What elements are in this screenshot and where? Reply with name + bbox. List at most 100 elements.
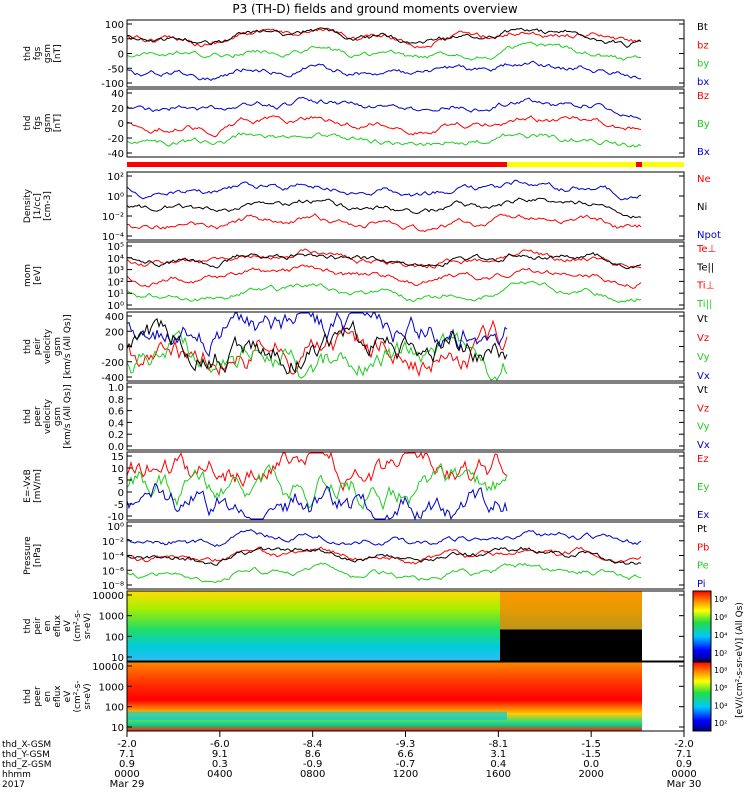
x-tick-label: 6.6 [398, 749, 414, 760]
panel-frame [126, 171, 685, 241]
trace-ni [126, 197, 642, 219]
y-tick-label: 400 [105, 312, 124, 323]
legend-te: Te|| [696, 262, 714, 273]
x-tick-label: -2.0 [674, 739, 694, 750]
panel-frame [126, 590, 685, 662]
legend-ti: Ti⊥ [696, 281, 714, 292]
trace-vz [126, 319, 508, 378]
y-tick-label: 0 [118, 488, 124, 499]
y-tick-label: 5 [118, 476, 124, 487]
legend-pb: Pb [697, 542, 709, 553]
legend-pi: Pi [697, 579, 706, 590]
y-axis-label: peir [33, 617, 43, 635]
y-axis-label: [cm-3] [43, 191, 53, 221]
panel-peer-vel: 1.00.80.60.40.20.0 thd peer velocity gsm [km/… [23, 382, 710, 453]
y-axis-label: thd [23, 116, 33, 131]
y-tick-label: 0 [118, 119, 124, 130]
y-tick-label: 10⁻⁸ [102, 581, 124, 592]
y-tick-label: -5 [114, 500, 124, 511]
date-end-label: Mar 30 [667, 779, 702, 790]
colorbar-tick-label: 10⁸ [714, 595, 727, 604]
y-tick-label: -100 [101, 79, 124, 90]
panel-peir-vel: 400 200 0 -200 -400 thd peir velocity gsm [km/s (… [23, 311, 710, 384]
panel-frame [126, 19, 685, 88]
trace-pe [126, 562, 642, 584]
y-axis-label: (cm²-s- [73, 680, 83, 712]
y-axis-label: [mV/m] [33, 469, 43, 503]
x-tick-label: 7.1 [676, 749, 692, 760]
spectrogram-fill-gap [500, 629, 642, 661]
y-axis-label: gsm [53, 407, 63, 426]
legend-vt: Vt [697, 314, 708, 325]
y-axis-label: peer [33, 686, 43, 707]
trace-ti [126, 280, 642, 303]
y-axis-label: [nT] [53, 114, 63, 132]
panel-fgs: 100 50 0 -50 -100 thd fgs gsm [nT] Bt bz by bx [23, 19, 709, 90]
y-tick-label: 10 [111, 653, 124, 664]
y-tick-label: 10⁻⁴ [102, 232, 124, 243]
y-tick-label: 10⁵ [107, 242, 124, 253]
x-tick-label: 1600 [486, 769, 511, 780]
x-tick-label: 7.1 [119, 749, 135, 760]
y-axis-label: (cm²-s- [73, 610, 83, 642]
y-tick-label: -20 [108, 134, 124, 145]
legend-ez: Ez [697, 454, 709, 465]
x-tick-label: 1200 [393, 769, 418, 780]
x-tick-label: -8.4 [303, 739, 323, 750]
panel-fgs-detail: 40 20 0 -20 -40 thd fgs gsm [nT] Bz By Bx [23, 88, 710, 160]
y-axis-label: gsm [43, 44, 53, 63]
x-tick-label: 0.9 [676, 759, 692, 770]
colorbar [692, 661, 712, 732]
y-tick-label: -200 [101, 358, 124, 369]
legend-bx: Bx [697, 147, 710, 158]
y-axis-label: sr-eV) [83, 683, 93, 709]
panel-frame [126, 451, 685, 521]
panel-frame [126, 241, 685, 310]
y-axis-label: fgs [33, 46, 43, 60]
panel-peir-spec: 10000 1000 100 10 thd peir en eflux eV (cm²-s-sr-… [23, 590, 727, 664]
y-axis-label: gsm [43, 113, 53, 132]
trace-vx [126, 311, 508, 358]
y-tick-label: 10⁻² [102, 537, 124, 548]
x-tick-label: -9.3 [396, 739, 416, 750]
x-tick-label: 0400 [207, 769, 232, 780]
trace-bx [126, 96, 642, 120]
trace-bz [126, 27, 641, 49]
x-row-label: hhmm [2, 770, 31, 780]
x-tick-label: -0.9 [303, 759, 323, 770]
spectrogram-high-region [500, 591, 642, 630]
y-tick-label: 0.6 [108, 407, 124, 418]
y-tick-label: 100 [105, 20, 124, 31]
y-axis-label: [km/s (All Qs)] [63, 314, 73, 378]
y-tick-label: 10 [111, 723, 124, 734]
trace-ey [126, 462, 508, 511]
y-tick-label: 0 [118, 50, 124, 61]
x-tick-label: -1.5 [581, 749, 601, 760]
x-tick-label: 0.0 [583, 759, 599, 770]
legend-pe: Pe [697, 561, 709, 572]
trace-by [126, 41, 641, 61]
y-tick-label: 10² [107, 172, 124, 183]
colorbar-tick-label: 10⁶ [714, 684, 727, 693]
x-tick-label: 8.6 [305, 749, 321, 760]
y-tick-label: 10⁰ [107, 522, 124, 533]
colorbar-tick-label: 10⁸ [714, 666, 727, 675]
trace-pt [126, 546, 642, 566]
spectrogram-low-band [127, 711, 507, 720]
chart-title: P3 (TH-D) fields and ground moments over… [232, 2, 517, 16]
x-tick-label: -2.0 [117, 739, 137, 750]
y-axis-label: [km/s (All Qs)] [63, 384, 73, 448]
y-axis-label: gsm [53, 337, 63, 356]
x-tick-label: 3.1 [490, 749, 506, 760]
y-tick-label: 0.8 [108, 395, 124, 406]
x-tick-label: 0.9 [119, 759, 135, 770]
trace-vt [126, 318, 508, 375]
x-tick-label: 0.4 [490, 759, 506, 770]
legend-bz: Bz [697, 91, 709, 102]
legend-vx: Vx [697, 371, 710, 382]
trace-te [126, 252, 642, 270]
panel-peer-spec: 10000 1000 100 10 thd peer en eflux eV (cm²-s-sr-… [23, 661, 727, 734]
y-axis-label: thd [23, 46, 33, 61]
panel-density: 10² 10⁰ 10⁻² 10⁻⁴ Density [1/cc] [cm-3] Ne Ni Npo… [23, 171, 721, 243]
legend-ti: Ti|| [696, 299, 712, 310]
